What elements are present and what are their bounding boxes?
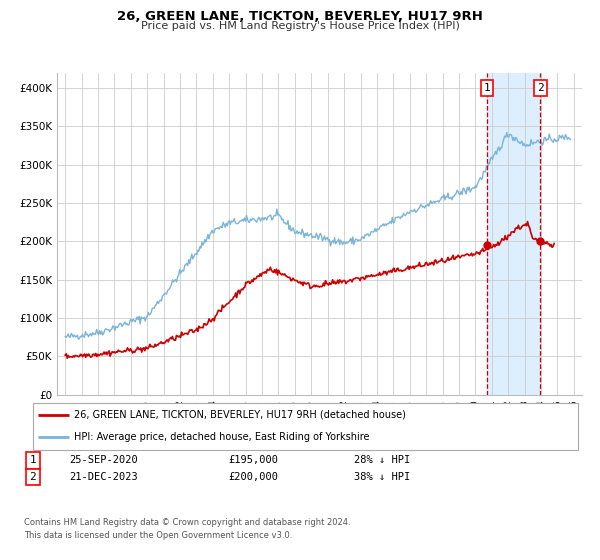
Text: Price paid vs. HM Land Registry's House Price Index (HPI): Price paid vs. HM Land Registry's House …	[140, 21, 460, 31]
Text: 1: 1	[484, 83, 491, 93]
Text: Contains HM Land Registry data © Crown copyright and database right 2024.: Contains HM Land Registry data © Crown c…	[24, 518, 350, 527]
Text: £200,000: £200,000	[228, 472, 278, 482]
Text: HPI: Average price, detached house, East Riding of Yorkshire: HPI: Average price, detached house, East…	[74, 432, 370, 442]
Text: 28% ↓ HPI: 28% ↓ HPI	[354, 455, 410, 465]
Text: 38% ↓ HPI: 38% ↓ HPI	[354, 472, 410, 482]
Text: 26, GREEN LANE, TICKTON, BEVERLEY, HU17 9RH (detached house): 26, GREEN LANE, TICKTON, BEVERLEY, HU17 …	[74, 410, 406, 420]
Text: 2: 2	[29, 472, 37, 482]
Text: This data is licensed under the Open Government Licence v3.0.: This data is licensed under the Open Gov…	[24, 531, 292, 540]
Bar	[487, 73, 541, 395]
Text: 21-DEC-2023: 21-DEC-2023	[69, 472, 138, 482]
Text: 1: 1	[29, 455, 37, 465]
FancyBboxPatch shape	[33, 403, 578, 450]
Text: 2: 2	[537, 83, 544, 93]
Text: 25-SEP-2020: 25-SEP-2020	[69, 455, 138, 465]
Text: £195,000: £195,000	[228, 455, 278, 465]
Text: 26, GREEN LANE, TICKTON, BEVERLEY, HU17 9RH: 26, GREEN LANE, TICKTON, BEVERLEY, HU17 …	[117, 10, 483, 22]
